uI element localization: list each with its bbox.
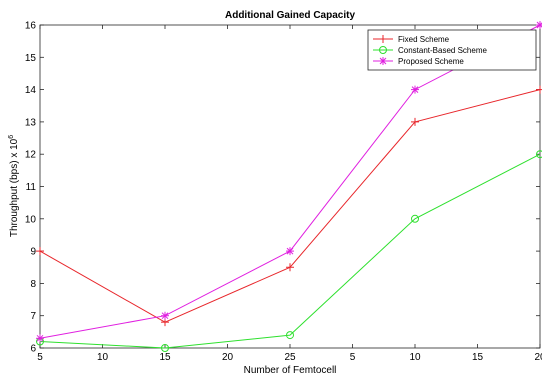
marker-star-d2: [536, 22, 542, 29]
y-tick-label: 14: [25, 85, 37, 96]
data-point-series-3: [36, 334, 44, 343]
x-tick-label: 5: [37, 352, 43, 363]
marker-star-d2: [379, 57, 387, 65]
y-tick-label: 11: [26, 182, 37, 193]
legend: Fixed Scheme Constant-Based Scheme Propose…: [367, 29, 537, 71]
y-axis-label-exponent: 6: [8, 135, 15, 139]
data-point-series-2: [286, 331, 294, 340]
x-tick-label: 20: [222, 352, 234, 363]
data-point-series-3: [161, 311, 169, 320]
marker-circle: [536, 150, 542, 159]
marker-star-d2: [286, 247, 294, 255]
x-tick-label: 10: [409, 352, 421, 363]
legend-entry: Fixed Scheme: [373, 35, 450, 44]
plot-area: 6 7 8 9 10 11 12 13 14 15 16 5 10 15 20 25 5 10 15 20 Fixed …: [25, 21, 542, 363]
y-tick-label: 15: [25, 53, 37, 64]
data-point-series-3: [536, 21, 542, 29]
x-tick-label: 10: [97, 352, 109, 363]
x-tick-label: 25: [284, 352, 296, 363]
legend-entry: Constant-Based Scheme: [373, 46, 487, 55]
y-tick-label: 7: [30, 311, 36, 322]
series-line-3: [39, 24, 541, 339]
y-tick-label: 13: [25, 117, 37, 128]
data-point-series-2: [536, 150, 542, 159]
legend-label: Fixed Scheme: [398, 35, 450, 44]
x-tick-label: 20: [534, 352, 542, 363]
data-point-series-1: [411, 117, 419, 126]
marker-circle: [379, 46, 387, 54]
y-tick-label: 6: [30, 344, 36, 355]
data-point-series-3: [286, 247, 294, 256]
y-tick-label: 10: [25, 214, 37, 225]
y-tick-label: 12: [25, 150, 37, 161]
marker-circle: [161, 344, 169, 352]
y-axis-label: Throughput (bps) x 106: [8, 135, 20, 237]
data-point-series-1: [286, 263, 294, 272]
chart-title: Additional Gained Capacity: [225, 10, 355, 21]
series-line-1: [39, 89, 541, 323]
legend-label: Constant-Based Scheme: [398, 46, 487, 55]
y-tick-label: 9: [30, 247, 36, 258]
x-tick-label: 5: [350, 352, 356, 363]
legend-label: Proposed Scheme: [398, 57, 464, 66]
data-point-series-1: [536, 85, 542, 94]
y-tick-label: 16: [25, 21, 37, 32]
legend-box: [367, 29, 537, 71]
data-point-series-2: [411, 214, 419, 223]
marker-star-d2: [36, 334, 44, 342]
data-point-series-3: [411, 85, 419, 94]
y-axis-label-text: Throughput (bps) x 10: [9, 138, 20, 237]
legend-swatch-marker: [379, 46, 387, 54]
data-point-series-2: [161, 344, 169, 352]
marker-circle: [286, 331, 294, 340]
x-axis-label: Number of Femtocell: [244, 365, 337, 376]
legend-entry: Proposed Scheme: [373, 57, 464, 66]
marker-star-d2: [411, 86, 419, 93]
marker-star-d2: [161, 312, 169, 320]
x-tick-label: 15: [472, 352, 484, 363]
legend-swatch-marker: [379, 57, 387, 65]
data-point-series-1: [36, 247, 44, 256]
marker-circle: [411, 214, 419, 223]
y-tick-label: 8: [30, 279, 36, 290]
legend-swatch-marker: [379, 35, 387, 43]
series-line-2: [39, 153, 541, 349]
x-tick-label: 15: [159, 352, 171, 363]
plot-frame: [39, 24, 541, 349]
